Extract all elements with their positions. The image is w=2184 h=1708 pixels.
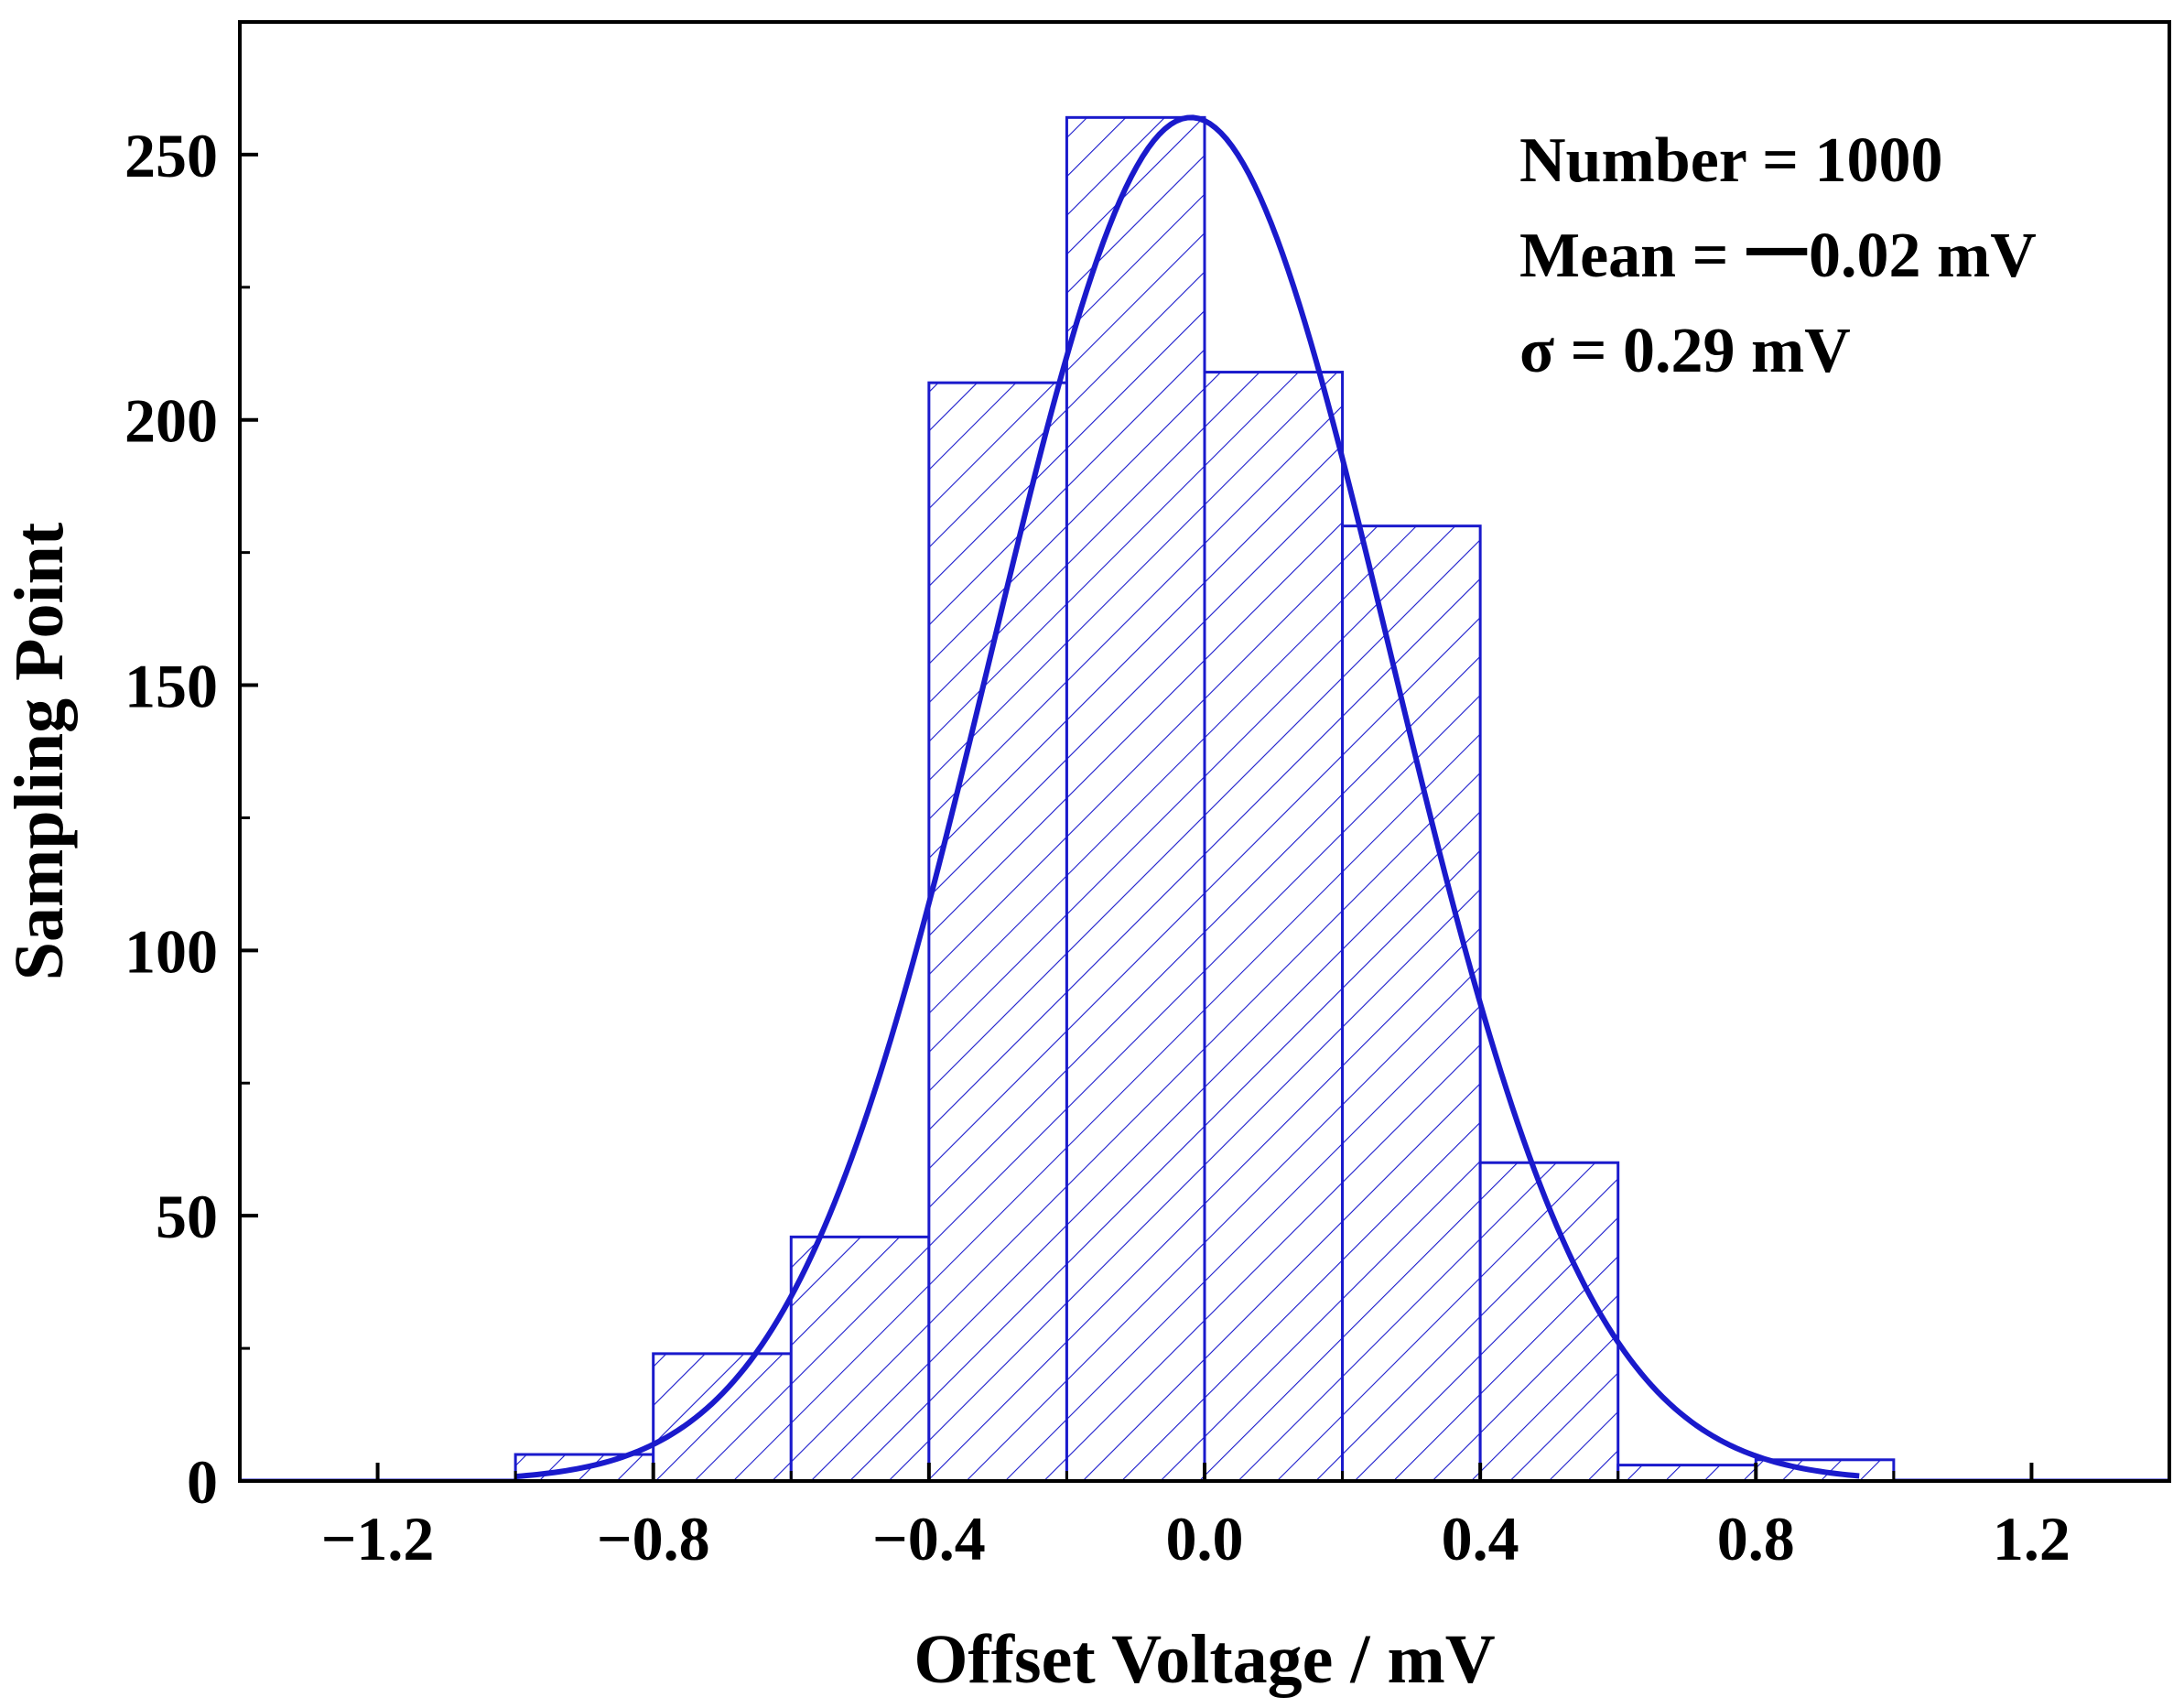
- annotation-sigma: σ = 0.29 mV: [1519, 316, 1851, 386]
- y-tick-label: 250: [124, 121, 218, 190]
- histogram-bars: [240, 115, 2169, 1483]
- y-axis-title: Sampling Point: [1, 523, 78, 980]
- gaussian-fit: [514, 114, 1860, 1480]
- fit-curve: [514, 114, 1860, 1480]
- x-tick-label: 0.8: [1717, 1504, 1795, 1573]
- histogram-bar: [1616, 1464, 1757, 1483]
- x-tick-labels: −1.2 −0.8 −0.4 0.0 0.4 0.8 1.2: [321, 1504, 2070, 1573]
- x-tick-label: 0.4: [1442, 1504, 1519, 1573]
- y-tick-labels: 0 50 100 150 200 250: [124, 121, 218, 1517]
- y-tick-label: 100: [124, 916, 218, 986]
- y-tick-label: 0: [187, 1447, 218, 1517]
- histogram-bar: [652, 1352, 793, 1483]
- histogram-bar: [1065, 115, 1206, 1483]
- histogram-bar: [1478, 1161, 1620, 1483]
- axis-ticks: [240, 152, 2034, 1483]
- annotation-number: Number = 1000: [1519, 125, 1943, 196]
- histogram-bar: [927, 381, 1068, 1483]
- y-tick-label: 150: [124, 652, 218, 721]
- histogram-bar: [789, 1235, 931, 1483]
- x-tick-label: −1.2: [321, 1504, 435, 1573]
- histogram-bar: [1341, 524, 1482, 1483]
- y-tick-label: 200: [124, 386, 218, 456]
- x-tick-label: 0.0: [1166, 1504, 1244, 1573]
- x-tick-label: −0.4: [872, 1504, 986, 1573]
- annotation-mean: Mean = 一0.02 mV: [1519, 221, 2037, 291]
- x-axis-title: Offset Voltage / mV: [914, 1621, 1495, 1698]
- x-tick-label: 1.2: [1993, 1504, 2070, 1573]
- x-tick-label: −0.8: [597, 1504, 710, 1573]
- y-tick-label: 50: [156, 1182, 218, 1251]
- histogram-bar: [1203, 371, 1345, 1483]
